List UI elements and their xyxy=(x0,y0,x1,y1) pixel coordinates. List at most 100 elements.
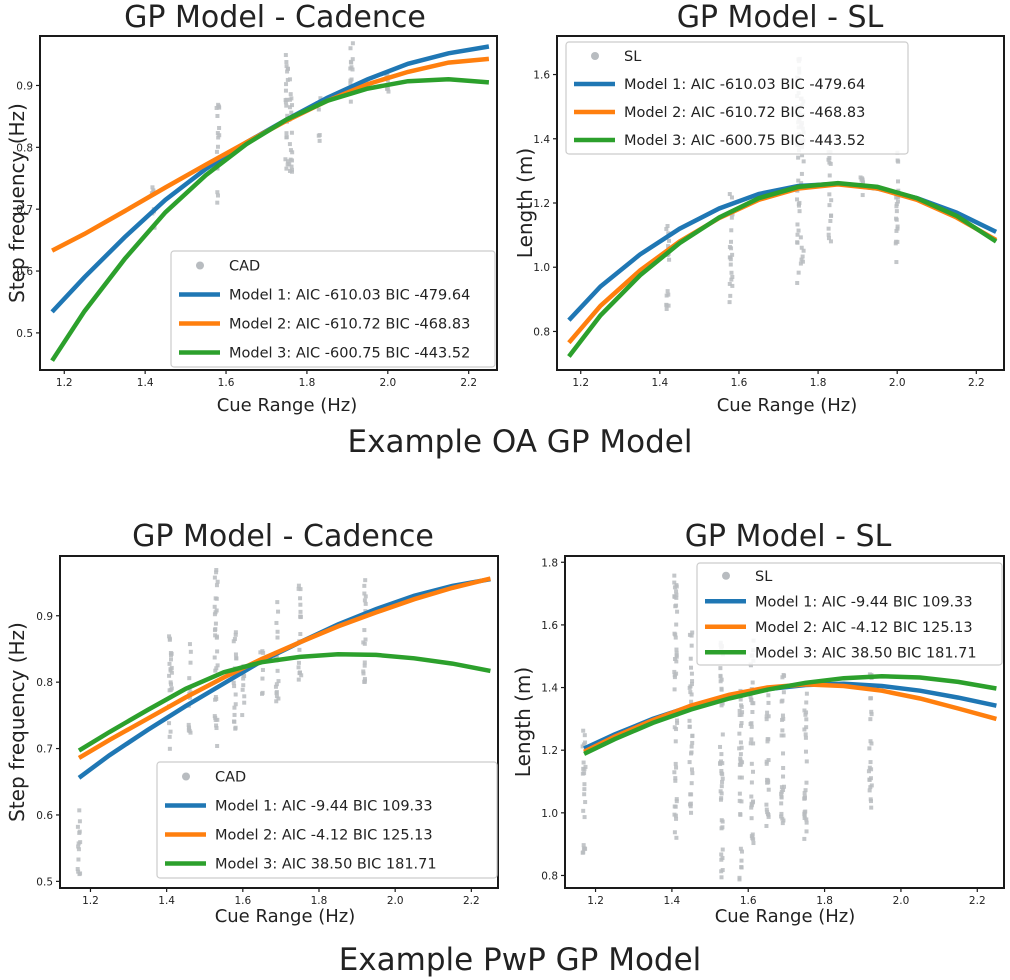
scatter-point xyxy=(664,306,669,311)
scatter-point xyxy=(289,110,294,115)
series-lines xyxy=(583,674,997,756)
scatter-point xyxy=(75,824,80,829)
scatter-point xyxy=(296,677,301,682)
scatter-point xyxy=(737,708,742,713)
axes-frame xyxy=(564,555,1005,889)
scatter-point xyxy=(664,227,669,232)
scatter-point xyxy=(674,584,679,589)
scatter-point xyxy=(728,293,733,298)
scatter-point xyxy=(749,724,754,729)
scatter-point xyxy=(764,807,769,812)
scatter-point xyxy=(804,759,809,764)
scatter-point xyxy=(780,713,785,718)
legend-label: Model 1: AIC -9.44 BIC 109.33 xyxy=(215,799,433,815)
scatter-point xyxy=(719,852,724,857)
scatter-point xyxy=(719,784,724,789)
scatter-point xyxy=(350,67,355,72)
scatter-point xyxy=(766,700,771,705)
x-tick-label: 1.2 xyxy=(82,895,99,907)
scatter-point xyxy=(781,788,786,793)
scatter-point xyxy=(749,737,754,742)
legend-box xyxy=(565,41,909,155)
scatter-point xyxy=(795,280,800,285)
scatter-point xyxy=(76,844,81,849)
scatter-point xyxy=(737,762,742,767)
scatter-point xyxy=(283,100,288,105)
scatter-point xyxy=(167,634,172,639)
legend-label: Model 1: AIC -610.03 BIC -479.64 xyxy=(624,77,865,93)
scatter-point xyxy=(169,657,174,662)
scatter-point xyxy=(802,727,807,732)
scatter-point xyxy=(674,647,679,652)
scatter-point xyxy=(689,792,694,797)
scatter-point xyxy=(348,81,353,86)
scatter-point xyxy=(688,802,693,807)
legend-label: SL xyxy=(624,49,641,65)
scatter-point xyxy=(316,133,321,138)
legend: SL Model 1: AIC -9.44 BIC 109.33 Model 2: … xyxy=(696,562,1003,666)
scatter-point xyxy=(719,796,724,801)
scatter-point xyxy=(718,789,723,794)
scatter-point xyxy=(803,788,808,793)
scatter-point xyxy=(802,708,807,713)
scatter-point xyxy=(241,683,246,688)
scatter-point xyxy=(687,718,692,723)
scatter-point xyxy=(781,818,786,823)
scatter-point xyxy=(868,776,873,781)
scatter-point xyxy=(738,740,743,745)
scatter-point xyxy=(796,203,801,208)
series-lines xyxy=(50,44,490,362)
scatter-point xyxy=(868,799,873,804)
scatter-point xyxy=(674,650,679,655)
scatter-point xyxy=(674,671,679,676)
y-tick-label: 0.7 xyxy=(16,204,33,216)
scatter-point xyxy=(231,639,236,644)
series-line-model-1 xyxy=(583,681,997,751)
scatter-point xyxy=(168,650,173,655)
scatter-point xyxy=(213,695,218,700)
y-tick-label: 0.5 xyxy=(36,876,53,888)
x-tick-label: 2.0 xyxy=(379,377,396,389)
y-tick-label: 0.9 xyxy=(16,80,33,92)
scatter-point xyxy=(273,684,278,689)
scatter-point xyxy=(689,767,694,772)
scatter-point xyxy=(284,82,289,87)
scatter-point xyxy=(764,761,769,766)
legend-box xyxy=(696,562,1003,666)
scatter-point xyxy=(894,228,899,233)
scatter-point xyxy=(77,829,82,834)
x-tick-label: 1.4 xyxy=(651,377,668,389)
scatter-point xyxy=(804,820,809,825)
x-tick-label: 1.8 xyxy=(299,377,316,389)
scatter-point xyxy=(274,691,279,696)
scatter-point xyxy=(720,868,725,873)
scatter-points xyxy=(149,41,391,230)
scatter-point xyxy=(215,193,220,198)
scatter-point xyxy=(285,77,290,82)
scatter-point xyxy=(690,630,695,635)
scatter-point xyxy=(582,782,587,787)
scatter-point xyxy=(799,181,804,186)
scatter-point xyxy=(167,746,172,751)
scatter-point xyxy=(749,794,754,799)
scatter-point xyxy=(803,749,808,754)
scatter-point xyxy=(689,781,694,786)
scatter-point xyxy=(749,805,754,810)
scatter-point xyxy=(795,197,800,202)
scatter-point xyxy=(232,719,237,724)
scatter-point xyxy=(803,732,808,737)
scatter-point xyxy=(829,198,834,203)
legend-label: Model 2: AIC -4.12 BIC 125.13 xyxy=(215,828,433,844)
scatter-point xyxy=(727,255,732,260)
scatter-point xyxy=(214,635,219,640)
scatter-point xyxy=(730,274,735,279)
section-title-oa: Example OA GP Model xyxy=(348,424,693,460)
scatter-point xyxy=(689,682,694,687)
scatter-point xyxy=(739,712,744,717)
scatter-points xyxy=(580,573,874,882)
scatter-point xyxy=(188,690,193,695)
scatter-point xyxy=(664,302,669,307)
scatter-point xyxy=(750,800,755,805)
scatter-point xyxy=(287,142,292,147)
scatter-point xyxy=(666,244,671,249)
